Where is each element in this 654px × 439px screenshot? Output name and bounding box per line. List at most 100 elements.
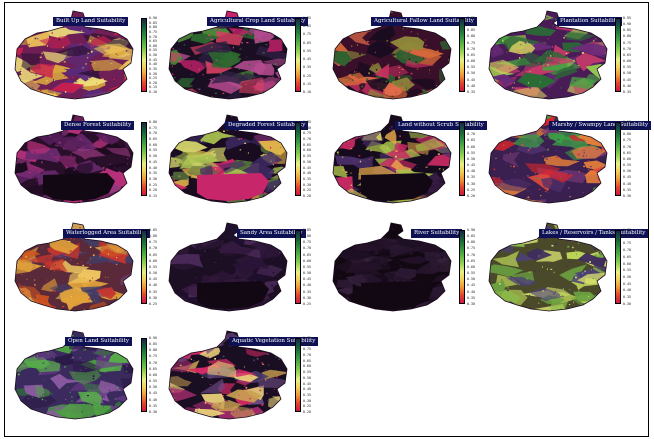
suitability-speckle: [513, 165, 515, 168]
suitability-speckle: [95, 310, 97, 311]
suitability-speckle: [90, 71, 92, 73]
map-title: Aquatic Vegetation Suitability: [229, 337, 319, 346]
suitability-speckle: [500, 37, 503, 40]
suitability-patch: [333, 11, 360, 21]
suitability-speckle: [340, 27, 342, 29]
suitability-speckle: [171, 65, 173, 68]
suitability-speckle: [198, 88, 201, 90]
suitability-speckle: [169, 295, 172, 298]
legend-tick-label: 0.65: [149, 39, 157, 44]
suitability-patch: [334, 256, 373, 274]
suitability-speckle: [55, 144, 57, 146]
map-title: Dense Forest Suitability: [61, 121, 135, 130]
suitability-speckle: [454, 265, 456, 266]
suitability-speckle: [558, 315, 560, 316]
suitability-patch: [15, 11, 36, 19]
suitability-speckle: [46, 279, 49, 281]
suitability-speckle: [232, 411, 234, 413]
suitability-speckle: [455, 251, 457, 252]
suitability-speckle: [227, 262, 230, 263]
suitability-speckle: [537, 223, 540, 225]
suitability-speckle: [257, 421, 258, 423]
suitability-speckle: [594, 62, 596, 64]
legend-tick-label: 0.55: [467, 150, 475, 155]
suitability-speckle: [589, 166, 592, 168]
suitability-speckle: [108, 389, 110, 392]
suitability-speckle: [209, 38, 212, 40]
suitability-speckle: [183, 13, 186, 15]
suitability-speckle: [342, 316, 343, 317]
suitability-patch: [18, 89, 50, 99]
suitability-speckle: [578, 242, 580, 245]
suitability-speckle: [65, 27, 66, 30]
legend-tick-label: 0.90: [623, 120, 631, 124]
suitability-speckle: [386, 263, 389, 265]
suitability-speckle: [561, 101, 562, 102]
suitability-speckle: [137, 77, 139, 78]
suitability-speckle: [171, 195, 173, 198]
suitability-speckle: [190, 282, 192, 283]
legend-tick-label: 0.60: [623, 261, 631, 266]
suitability-speckle: [572, 96, 575, 98]
suitability-speckle: [398, 66, 401, 68]
suitability-speckle: [451, 27, 452, 28]
suitability-speckle: [212, 350, 214, 352]
suitability-speckle: [549, 53, 550, 55]
suitability-speckle: [40, 395, 42, 397]
suitability-speckle: [552, 25, 554, 27]
color-ramp: [295, 230, 301, 304]
suitability-speckle: [131, 285, 133, 287]
suitability-speckle: [280, 70, 282, 73]
suitability-speckle: [278, 42, 281, 44]
suitability-speckle: [238, 394, 240, 396]
suitability-speckle: [130, 297, 132, 299]
suitability-speckle: [173, 223, 175, 226]
suitability-patch: [490, 240, 514, 254]
suitability-speckle: [538, 255, 540, 257]
suitability-speckle: [128, 86, 131, 89]
suitability-speckle: [529, 147, 531, 149]
suitability-speckle: [495, 273, 496, 275]
suitability-speckle: [57, 295, 59, 297]
suitability-speckle: [456, 39, 457, 41]
suitability-speckle: [40, 114, 41, 115]
suitability-speckle: [20, 411, 22, 413]
suitability-speckle: [593, 248, 596, 250]
suitability-speckle: [609, 241, 610, 242]
legend-tick-label: 0.55: [303, 370, 311, 375]
suitability-speckle: [524, 41, 527, 44]
suitability-speckle: [101, 396, 103, 398]
suitability-patch: [128, 166, 133, 181]
suitability-speckle: [173, 178, 175, 181]
suitability-speckle: [15, 190, 18, 192]
suitability-speckle: [583, 152, 585, 154]
suitability-speckle: [430, 202, 433, 203]
suitability-patch: [490, 74, 517, 89]
suitability-speckle: [277, 178, 280, 180]
suitability-speckle: [105, 276, 107, 279]
suitability-speckle: [411, 314, 412, 315]
suitability-speckle: [115, 399, 117, 400]
suitability-speckle: [333, 36, 334, 38]
suitability-patch: [218, 160, 247, 174]
suitability-patch: [232, 260, 270, 277]
suitability-speckle: [262, 263, 264, 265]
suitability-speckle: [448, 118, 450, 120]
suitability-speckle: [39, 18, 42, 20]
suitability-speckle: [422, 223, 424, 224]
suitability-patch: [125, 236, 133, 252]
suitability-patch: [585, 169, 607, 184]
legend-tick-label: 0.90: [623, 22, 631, 27]
suitability-speckle: [261, 362, 263, 364]
suitability-speckle: [56, 36, 59, 38]
suitability-speckle: [105, 103, 106, 104]
suitability-speckle: [85, 63, 87, 65]
suitability-speckle: [169, 367, 170, 369]
suitability-speckle: [172, 387, 174, 388]
legend-tick-label: 0.55: [149, 148, 157, 153]
suitability-speckle: [86, 261, 89, 264]
suitability-speckle: [567, 240, 569, 242]
suitability-speckle: [38, 348, 41, 350]
suitability-speckle: [489, 93, 490, 95]
suitability-speckle: [39, 20, 41, 22]
